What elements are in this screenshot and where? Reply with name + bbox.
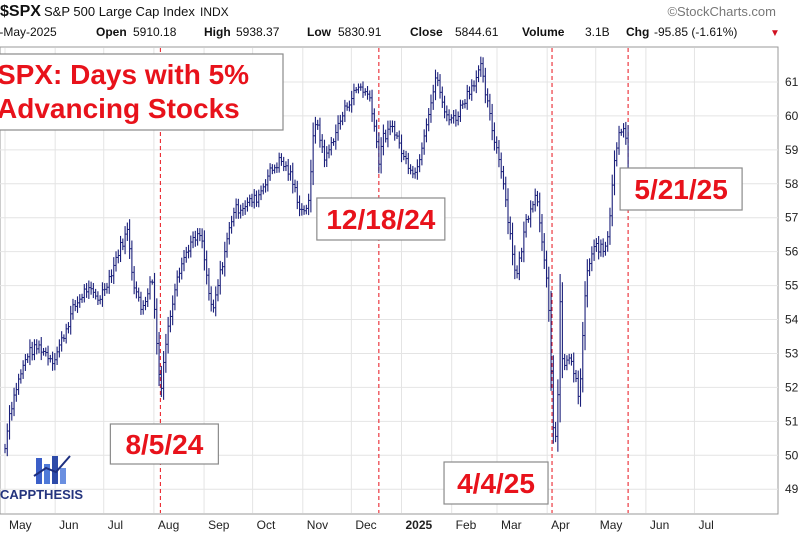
grid-layer bbox=[0, 48, 778, 513]
open-label: Open bbox=[96, 25, 127, 39]
x-tick-label: Apr bbox=[551, 518, 570, 532]
chg-value: -95.85 (-1.61%) bbox=[654, 25, 737, 39]
y-tick-label: 58 bbox=[785, 177, 799, 191]
date-callout-box bbox=[109, 423, 219, 465]
date-callouts: 8/5/24 12/18/24 4/4/25 5/21/25 bbox=[109, 167, 743, 505]
y-tick-label: 53 bbox=[785, 346, 799, 360]
open-value: 5910.18 bbox=[133, 25, 177, 39]
x-tick-label: Dec bbox=[355, 518, 376, 532]
plot-area-frame bbox=[0, 46, 779, 515]
date-callout-box bbox=[619, 167, 743, 211]
y-tick-label: 57 bbox=[785, 211, 799, 225]
x-tick-label: May bbox=[9, 518, 32, 532]
close-label: Close bbox=[410, 25, 443, 39]
low-label: Low bbox=[307, 25, 332, 39]
x-tick-label: Nov bbox=[307, 518, 328, 532]
title-line-2: Advancing Stocks bbox=[0, 93, 240, 124]
date-callout-box bbox=[443, 461, 549, 505]
x-tick-label: Jul bbox=[698, 518, 713, 532]
title-line-1: SPX: Days with 5% bbox=[0, 59, 249, 90]
date-callout-box bbox=[316, 197, 446, 241]
price-bars bbox=[4, 56, 631, 457]
date-callout-label: 5/21/25 bbox=[634, 174, 727, 205]
y-tick-label: 59 bbox=[785, 143, 799, 157]
y-tick-label: 56 bbox=[785, 245, 799, 259]
low-value: 5830.91 bbox=[338, 25, 382, 39]
x-tick-label: Jun bbox=[650, 518, 669, 532]
y-tick-label: 52 bbox=[785, 380, 799, 394]
exchange-text: INDX bbox=[200, 5, 229, 19]
capp-thesis-logo: CAPPTHESIS bbox=[0, 455, 83, 502]
high-label: High bbox=[204, 25, 231, 39]
date-callout-label: 4/4/25 bbox=[457, 468, 535, 499]
y-tick-label: 60 bbox=[785, 109, 799, 123]
title-callout: SPX: Days with 5% Advancing Stocks bbox=[0, 53, 284, 131]
chg-down-arrow-icon: ▼ bbox=[770, 28, 780, 39]
date-callout-label: 12/18/24 bbox=[326, 204, 435, 235]
x-tick-label: Aug bbox=[158, 518, 179, 532]
volume-label: Volume bbox=[522, 25, 565, 39]
x-tick-label: Oct bbox=[257, 518, 276, 532]
x-tick-label: Jun bbox=[59, 518, 78, 532]
y-tick-label: 54 bbox=[785, 313, 799, 327]
y-tick-label: 49 bbox=[785, 482, 799, 496]
y-tick-label: 50 bbox=[785, 448, 799, 462]
chg-label: Chg bbox=[626, 25, 649, 39]
y-tick-label: 55 bbox=[785, 279, 799, 293]
capp-thesis-logo-text: CAPPTHESIS bbox=[0, 487, 83, 502]
capp-thesis-logo-icon bbox=[33, 455, 71, 484]
x-tick-label: Jul bbox=[108, 518, 123, 532]
date-callout-label: 8/5/24 bbox=[125, 429, 203, 460]
symbol-text: $SPX bbox=[0, 3, 41, 20]
y-axis-labels: 49 50 51 52 53 54 55 56 57 58 59 60 61 bbox=[785, 75, 799, 496]
x-tick-label: May bbox=[600, 518, 623, 532]
y-tick-label: 51 bbox=[785, 414, 799, 428]
index-name-text: S&P 500 Large Cap Index bbox=[44, 4, 195, 19]
quote-date: 21-May-2025 bbox=[0, 25, 57, 39]
x-tick-label: Sep bbox=[208, 518, 230, 532]
stockcharts-watermark: ©StockCharts.com bbox=[667, 4, 776, 19]
y-tick-label: 61 bbox=[785, 75, 799, 89]
x-tick-label: Mar bbox=[501, 518, 522, 532]
x-tick-label: Feb bbox=[456, 518, 477, 532]
volume-value: 3.1B bbox=[585, 25, 610, 39]
x-tick-label: 2025 bbox=[406, 518, 433, 532]
close-value: 5844.61 bbox=[455, 25, 499, 39]
high-value: 5938.37 bbox=[236, 25, 280, 39]
x-axis-labels: May Jun Jul Aug Sep Oct Nov Dec 2025 Feb Mar Apr May… bbox=[9, 518, 714, 532]
